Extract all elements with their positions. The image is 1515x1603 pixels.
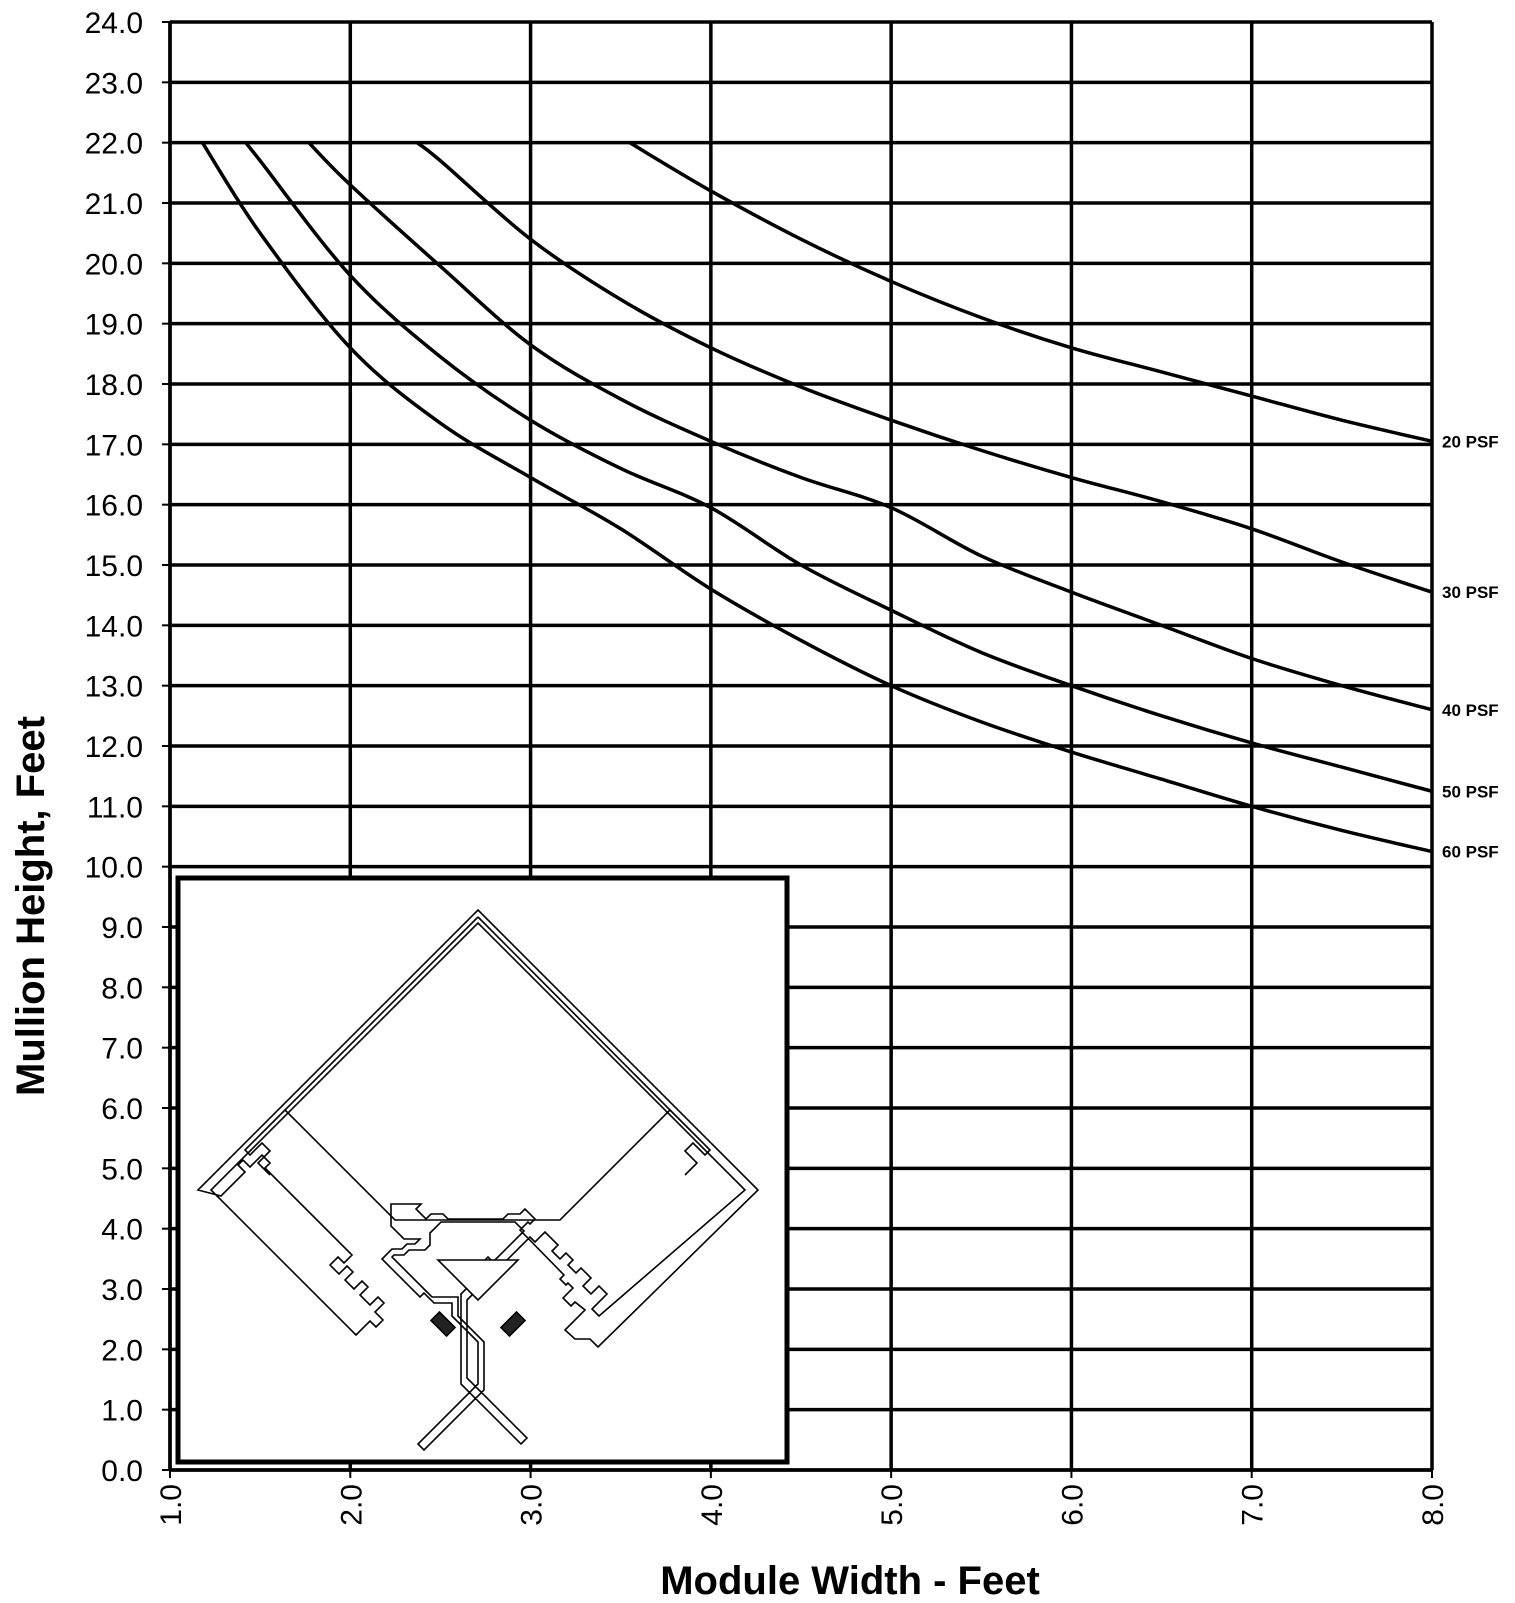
diamond-inner-right: [669, 1109, 712, 1176]
series-end-label: 50 PSF: [1442, 782, 1499, 801]
diamond-inner-left: [243, 1109, 286, 1176]
y-tick-label: 12.0: [85, 731, 143, 764]
y-tick-label: 9.0: [101, 912, 143, 945]
y-tick-label: 8.0: [101, 972, 143, 1005]
mullion-section-inset: [175, 875, 790, 1465]
series-line: [244, 141, 1433, 793]
y-tick-label: 20.0: [85, 248, 143, 281]
y-tick-label: 19.0: [85, 309, 143, 342]
y-tick-label: 1.0: [101, 1395, 143, 1428]
y-axis-title: Mullion Height, Feet: [9, 716, 53, 1096]
x-tick-label: 3.0: [516, 1484, 549, 1526]
x-tick-label: 1.0: [155, 1484, 188, 1526]
x-tick-label: 2.0: [335, 1484, 368, 1526]
y-tick-label: 11.0: [87, 791, 143, 824]
series-line: [415, 141, 1433, 594]
series-end-labels: 20 PSF 30 PSF 40 PSF 50 PSF 60 PSF: [1442, 432, 1499, 861]
left-gasket: [429, 1310, 457, 1338]
series-line: [628, 141, 1433, 444]
series-line: [307, 141, 1433, 712]
mullion-section-drawing: [196, 908, 760, 1452]
y-tick-label: 5.0: [101, 1153, 143, 1186]
x-tick-label: 6.0: [1056, 1484, 1089, 1526]
series-end-label: 30 PSF: [1442, 583, 1499, 602]
y-tick-label: 14.0: [85, 610, 143, 643]
y-tick-label: 21.0: [85, 188, 143, 221]
y-tick-label: 22.0: [85, 128, 143, 161]
y-tick-label: 24.0: [85, 7, 143, 40]
x-axis-title: Module Width - Feet: [660, 1559, 1040, 1603]
y-tick-label: 15.0: [85, 550, 143, 583]
y-tick-label: 7.0: [101, 1033, 143, 1066]
series-end-label: 20 PSF: [1442, 432, 1499, 451]
y-tick-label: 10.0: [85, 852, 143, 885]
x-tick-label: 5.0: [876, 1484, 909, 1526]
x-tick-label: 4.0: [696, 1484, 729, 1526]
y-tick-label: 0.0: [101, 1455, 143, 1488]
y-tick-label: 3.0: [101, 1274, 143, 1307]
y-tick-label: 4.0: [101, 1214, 143, 1247]
y-tick-label: 23.0: [85, 67, 143, 100]
diamond-inner-upper: [283, 916, 672, 1221]
series-end-label: 60 PSF: [1442, 843, 1499, 862]
y-tick-label: 18.0: [85, 369, 143, 402]
series-end-label: 40 PSF: [1442, 701, 1499, 720]
grid-lines: [162, 20, 1434, 1478]
tick-labels: 0.0 1.0 2.0 3.0 4.0 5.0 6.0 7.0 8.0 9.0 10.0 11.0 12…: [85, 7, 1450, 1526]
y-tick-label: 6.0: [101, 1093, 143, 1126]
y-tick-label: 16.0: [85, 490, 143, 523]
series-lines: [200, 141, 1433, 854]
series-line: [200, 141, 1433, 854]
y-tick-label: 2.0: [101, 1334, 143, 1367]
x-tick-label: 7.0: [1237, 1484, 1270, 1526]
y-tick-label: 17.0: [85, 429, 143, 462]
mullion-core-triangle: [436, 1259, 520, 1302]
x-tick-label: 8.0: [1417, 1484, 1450, 1526]
y-tick-label: 13.0: [85, 671, 143, 704]
right-gasket: [499, 1310, 527, 1338]
